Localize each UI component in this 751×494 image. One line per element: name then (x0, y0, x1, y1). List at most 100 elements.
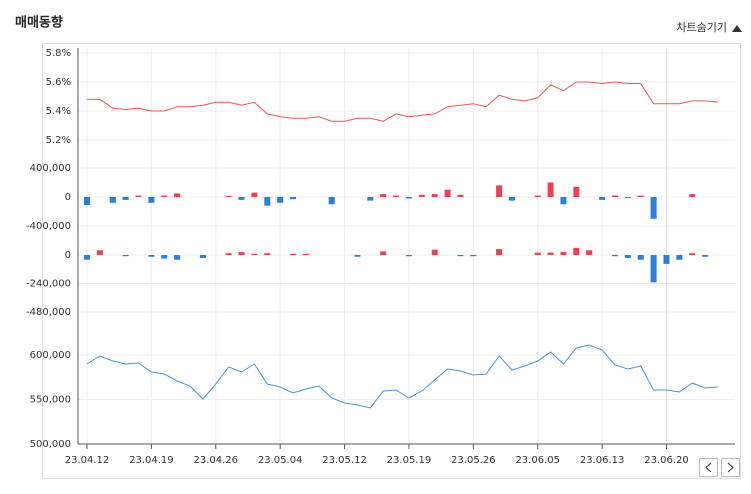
x-tick-label: 23.06.20 (644, 455, 689, 466)
y-tick-label: 5.4% (46, 106, 71, 117)
bar (161, 255, 168, 259)
y-tick-label: -400,000 (26, 221, 71, 232)
bar (586, 250, 593, 255)
bar (496, 185, 503, 197)
bar (290, 197, 297, 200)
bar (109, 197, 116, 203)
bar (508, 197, 515, 201)
x-tick-label: 23.04.26 (194, 455, 239, 466)
bar (174, 255, 181, 260)
x-tick-label: 23.04.19 (129, 455, 174, 466)
bar (418, 194, 425, 197)
y-tick-label: 5.8% (46, 48, 71, 59)
prev-icon[interactable] (705, 462, 712, 473)
bar (624, 197, 631, 199)
x-tick-label: 23.04.12 (65, 455, 110, 466)
bar (380, 194, 387, 197)
line (86, 344, 719, 409)
bar (611, 255, 618, 257)
bar (534, 252, 541, 255)
bar (663, 255, 670, 264)
title: 매매동향 (15, 15, 63, 31)
bar (290, 253, 297, 255)
x-tick-label: 23.06.05 (515, 455, 560, 466)
bar (599, 197, 606, 200)
line (87, 81, 719, 122)
bar (264, 197, 271, 206)
bar (354, 255, 361, 257)
bar (148, 197, 155, 203)
bar (547, 182, 554, 197)
y-tick-label: 0 (65, 250, 71, 261)
bar (457, 255, 464, 257)
bar (122, 197, 129, 200)
bar (328, 197, 335, 205)
bar (431, 249, 438, 255)
prev-button[interactable] (699, 458, 718, 477)
next-icon[interactable] (727, 462, 734, 473)
y-tick-label: 5.6% (46, 77, 71, 88)
bar (238, 252, 245, 255)
bar (611, 195, 618, 197)
bar (702, 255, 709, 257)
x-tick-label: 23.06.13 (580, 455, 625, 466)
bar (637, 255, 644, 260)
bar (573, 247, 580, 255)
bar (637, 195, 644, 197)
frame (42, 43, 741, 479)
bar (96, 250, 103, 255)
bar (573, 186, 580, 197)
plot: 23.04.12 23.04.19 23.04.26 23.05.04 23.05.12… (26, 48, 735, 466)
bar (251, 192, 258, 197)
bar (560, 197, 567, 205)
y-tick-label: 500,000 (30, 439, 71, 450)
bar (302, 253, 309, 255)
bar (238, 197, 245, 200)
bar (457, 194, 464, 197)
bar (251, 253, 258, 255)
bar (650, 255, 657, 283)
next-button[interactable] (721, 458, 740, 477)
toggle-icon[interactable] (732, 25, 742, 32)
bar (135, 195, 142, 197)
bar (496, 249, 503, 255)
bar (405, 197, 412, 199)
bar (264, 253, 271, 255)
x-tick-label: 23.05.12 (322, 455, 367, 466)
bar (560, 252, 567, 255)
bar (380, 251, 387, 255)
bar (689, 194, 696, 197)
y-tick-label: 600,000 (30, 350, 71, 361)
bar (534, 195, 541, 197)
bar (405, 255, 412, 257)
bar (431, 194, 438, 197)
toggle-label[interactable]: 차트숨기기 (676, 21, 727, 34)
bar (277, 197, 284, 203)
y-tick-label: 550,000 (30, 395, 71, 406)
bar (444, 189, 451, 197)
bar (650, 197, 657, 219)
y-tick-label: -480,000 (26, 307, 71, 318)
x-tick-label: 23.05.19 (387, 455, 432, 466)
bar (84, 255, 90, 260)
bar (225, 253, 232, 255)
bar (148, 255, 155, 257)
bar (676, 255, 683, 260)
bar (689, 253, 696, 255)
bar (199, 255, 206, 258)
bar (84, 197, 90, 205)
bar (174, 193, 181, 197)
y-tick-label: -240,000 (26, 279, 71, 290)
y-tick-label: 400,000 (30, 163, 71, 174)
bar (470, 255, 477, 257)
y-tick-label: 5.2% (46, 135, 71, 146)
bar (225, 195, 232, 197)
bar (367, 197, 374, 201)
bar (547, 252, 554, 255)
x-tick-label: 23.05.26 (451, 455, 496, 466)
x-tick-label: 23.05.04 (258, 455, 303, 466)
bar (624, 255, 631, 258)
y-tick-label: 0 (65, 192, 71, 203)
